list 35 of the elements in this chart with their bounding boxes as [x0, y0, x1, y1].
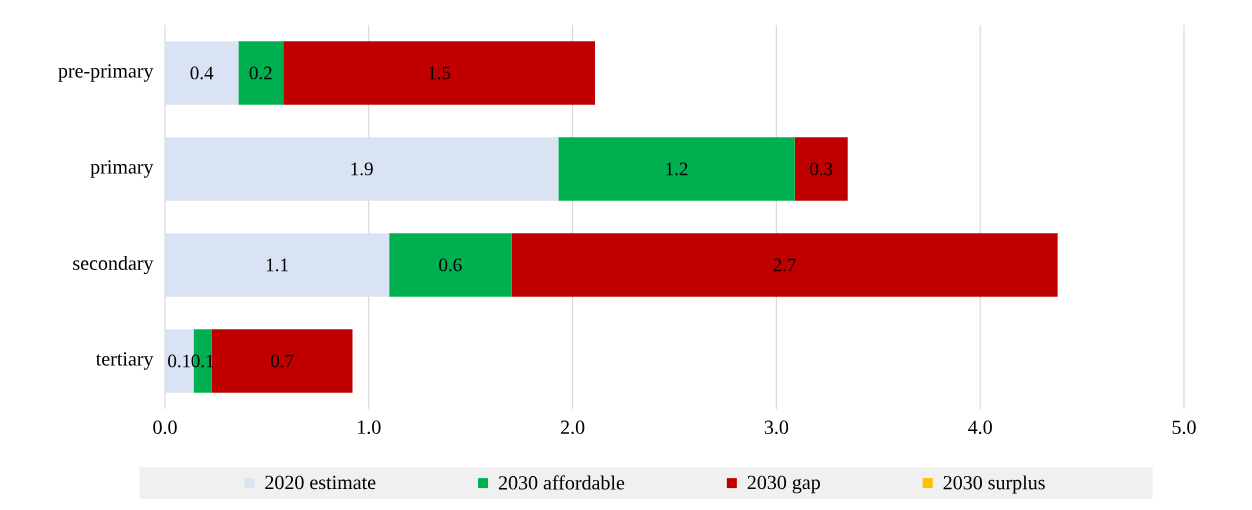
data-label: 0.6: [439, 258, 462, 272]
x-tick-label: 3.0: [764, 420, 789, 435]
bar: [511, 233, 1058, 297]
bar: [283, 41, 596, 105]
bar: [558, 137, 795, 201]
data-label: 1.1: [266, 258, 288, 272]
data-label: 0.2: [249, 66, 272, 80]
data-label: 1.9: [351, 162, 373, 176]
x-tick-label: 0.0: [153, 420, 177, 435]
y-tick-label: tertiary: [95, 352, 154, 370]
data-label: 2.7: [773, 258, 796, 272]
data-label: 1.2: [666, 162, 688, 176]
legend-label: 2030 surplus: [943, 475, 1045, 494]
data-label: 0.3: [810, 162, 833, 176]
bar: [794, 137, 848, 201]
legend-label: 2030 gap: [747, 475, 820, 494]
data-label: 1.5: [428, 66, 451, 80]
bar: [389, 233, 512, 297]
legend-label: 2030 affordable: [498, 475, 625, 490]
bar: [238, 41, 284, 105]
x-tick-label: 4.0: [968, 420, 992, 435]
data-label: 0.1: [168, 354, 191, 368]
bar: [165, 233, 390, 297]
y-tick-label: pre-primary: [58, 64, 154, 82]
bar: [165, 41, 239, 105]
data-label: 0.7: [271, 354, 294, 368]
x-tick-label: 2.0: [560, 420, 585, 435]
bar: [165, 137, 559, 201]
bar: [211, 329, 353, 393]
x-tick-label: 1.0: [358, 420, 381, 435]
y-tick-label: primary: [90, 160, 154, 178]
legend-label: 2020 estimate: [265, 475, 376, 490]
data-label: 0.4: [190, 66, 214, 80]
y-tick-label: secondary: [73, 255, 154, 275]
x-tick-label: 5.0: [1172, 420, 1196, 435]
